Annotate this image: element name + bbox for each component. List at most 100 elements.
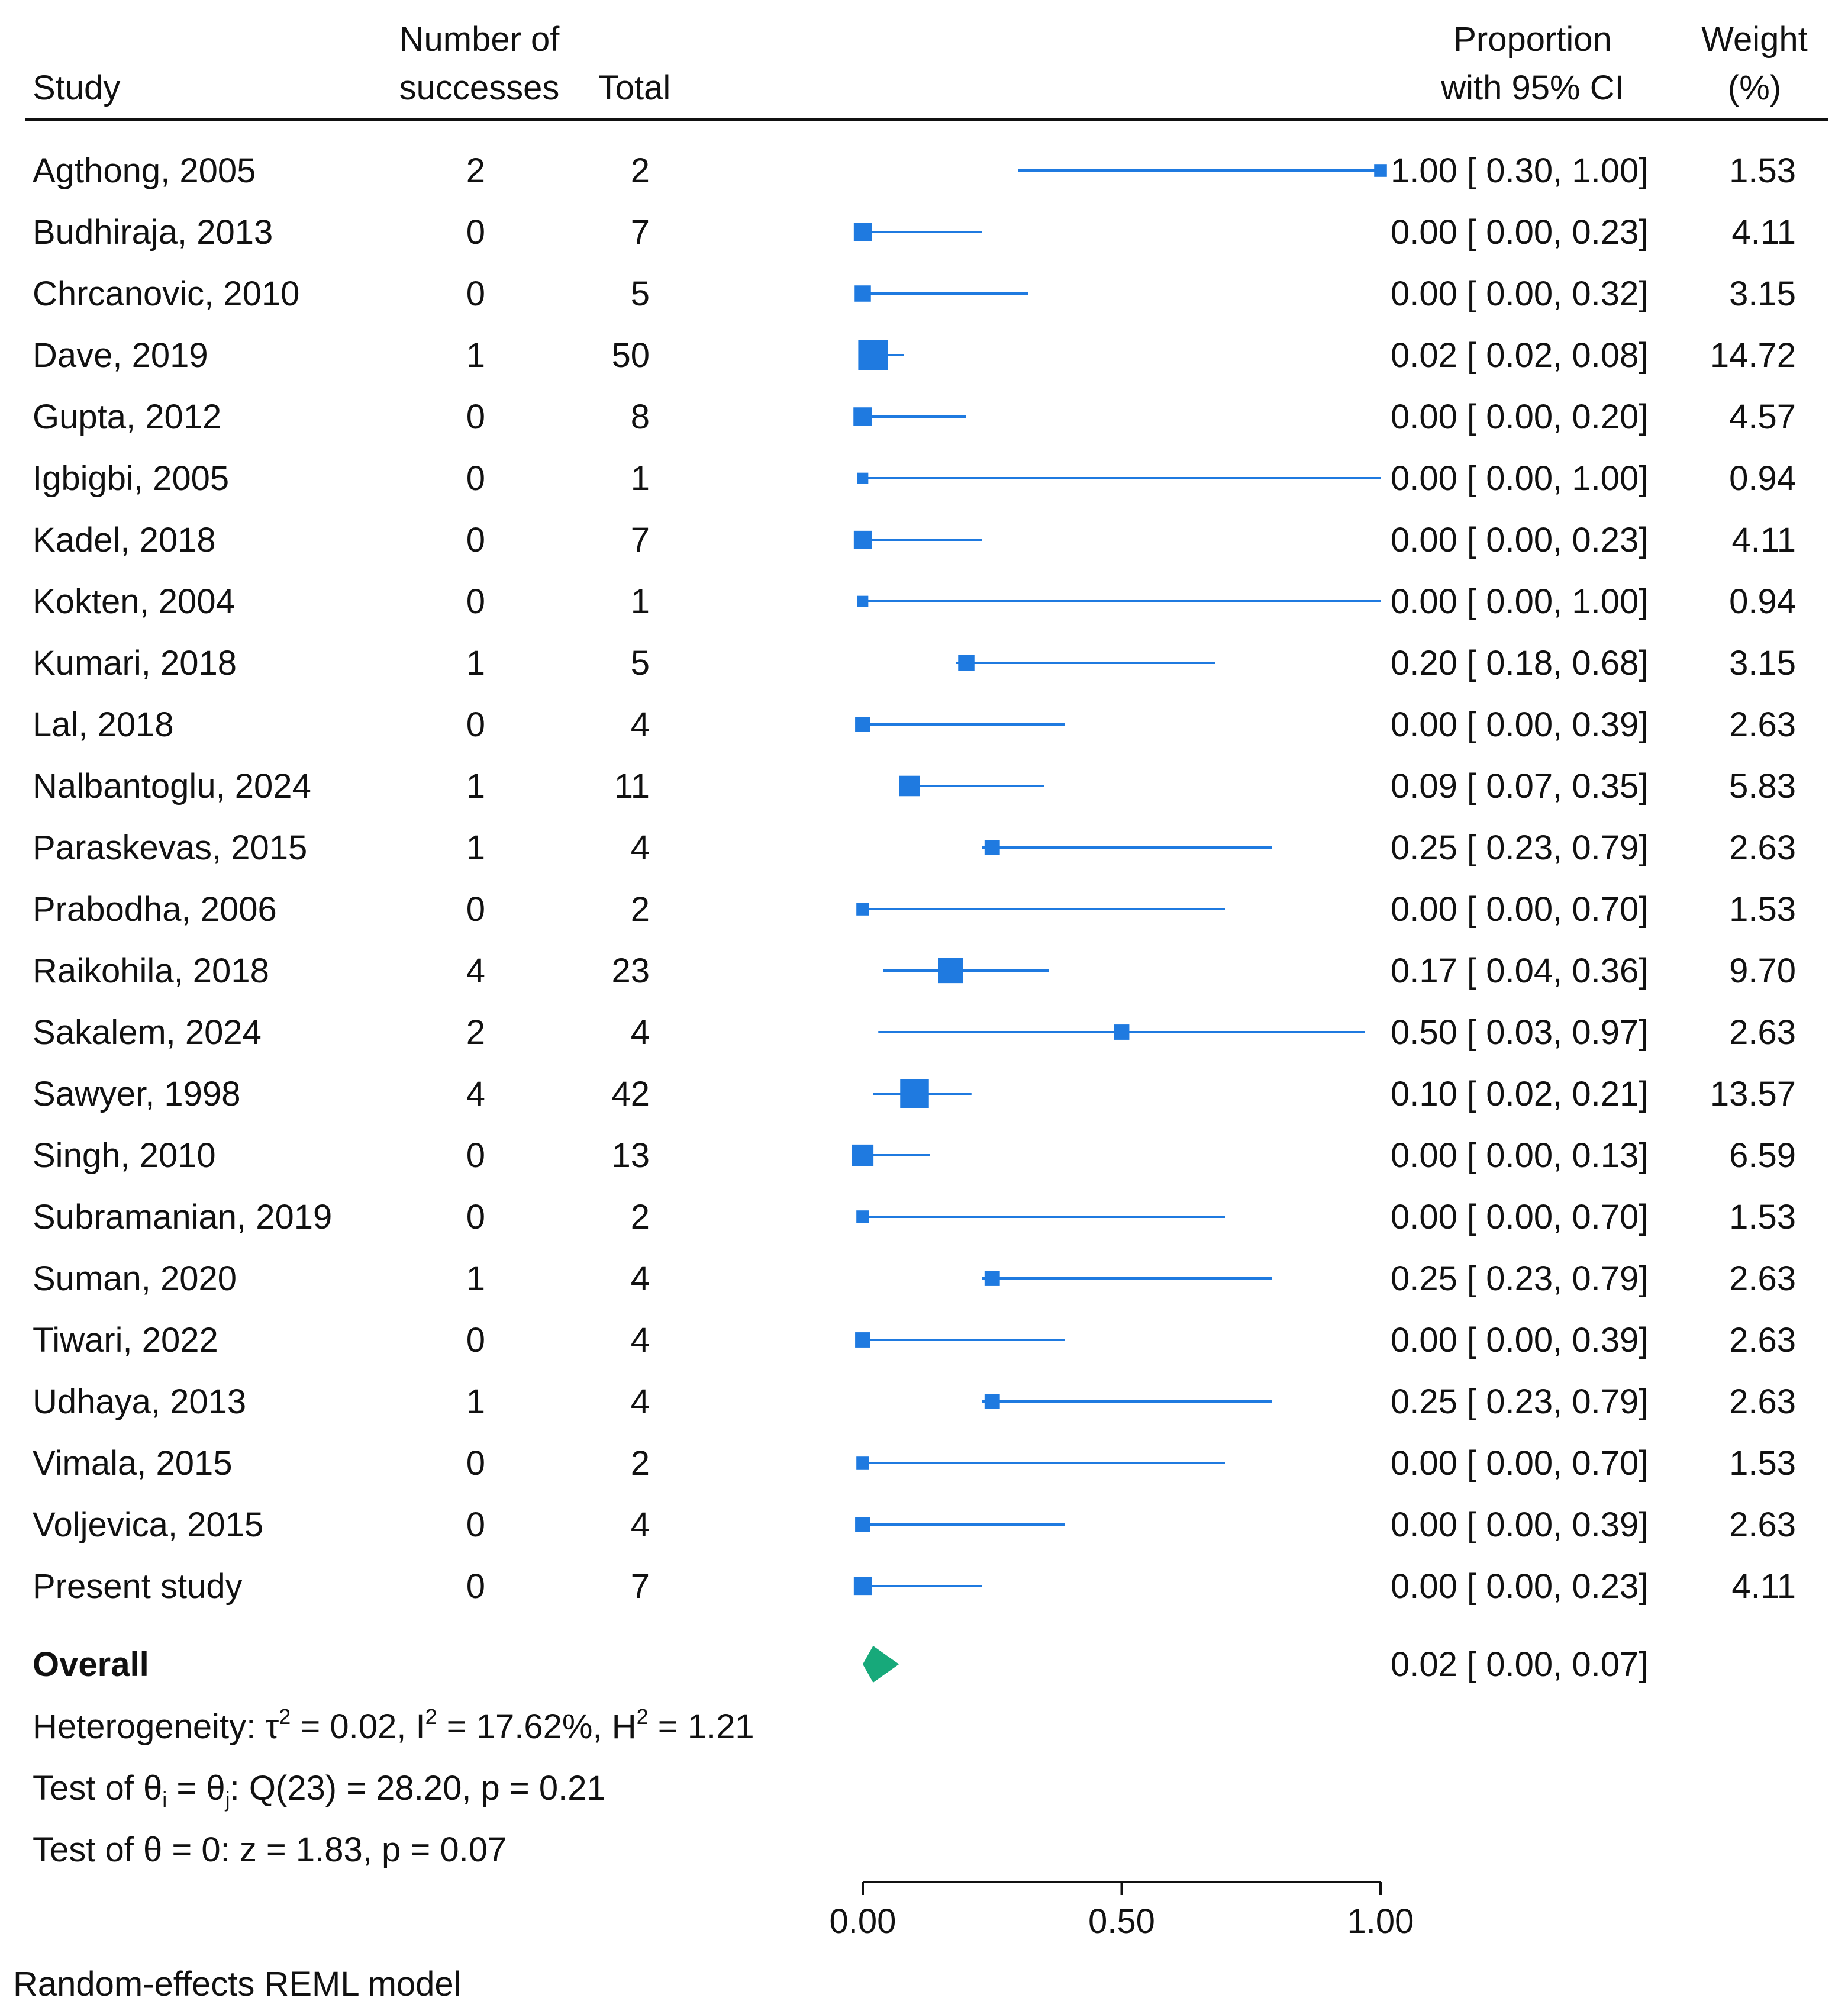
proportion-ci: 0.50 [ 0.03, 0.97]	[1391, 1013, 1648, 1052]
test-homogeneity-text: Test of θi = θj: Q(23) = 28.20, p = 0.21	[33, 1769, 606, 1812]
total-value: 5	[631, 275, 650, 313]
proportion-ci: 0.00 [ 0.00, 0.70]	[1391, 1198, 1648, 1236]
study-name: Agthong, 2005	[33, 152, 256, 190]
proportion-ci: 0.25 [ 0.23, 0.79]	[1391, 829, 1648, 867]
weight-value: 0.94	[1729, 582, 1796, 621]
estimate-marker	[853, 223, 872, 241]
total-value: 2	[631, 1198, 650, 1236]
proportion-ci: 0.25 [ 0.23, 0.79]	[1391, 1259, 1648, 1298]
table-row: Kokten, 2004 0 1 0.00 [ 0.00, 1.00] 0.94	[33, 582, 1796, 621]
weight-value: 2.63	[1729, 1259, 1796, 1298]
estimate-marker	[855, 1332, 870, 1348]
study-name: Raikohila, 2018	[33, 952, 269, 990]
proportion-ci: 0.00 [ 0.00, 0.39]	[1391, 1321, 1648, 1359]
total-value: 4	[631, 705, 650, 744]
estimate-marker	[1374, 164, 1387, 177]
table-row: Lal, 2018 0 4 0.00 [ 0.00, 0.39] 2.63	[33, 705, 1796, 744]
weight-value: 9.70	[1729, 952, 1796, 990]
weight-value: 1.53	[1729, 1198, 1796, 1236]
estimate-marker	[984, 1394, 1000, 1409]
table-row: Budhiraja, 2013 0 7 0.00 [ 0.00, 0.23] 4.11	[33, 213, 1796, 252]
axis-tick-label: 0.50	[1088, 1902, 1155, 1941]
total-value: 7	[631, 213, 650, 252]
weight-value: 2.63	[1729, 705, 1796, 744]
proportion-ci: 0.25 [ 0.23, 0.79]	[1391, 1383, 1648, 1421]
total-value: 1	[631, 582, 650, 621]
table-row: Igbigbi, 2005 0 1 0.00 [ 0.00, 1.00] 0.94	[33, 459, 1796, 498]
table-row: Udhaya, 2013 1 4 0.25 [ 0.23, 0.79] 2.63	[33, 1383, 1796, 1421]
header-study: Study	[33, 69, 120, 107]
study-name: Budhiraja, 2013	[33, 213, 273, 252]
weight-value: 5.83	[1729, 767, 1796, 805]
table-row: Voljevica, 2015 0 4 0.00 [ 0.00, 0.39] 2.63	[33, 1506, 1796, 1544]
weight-value: 14.72	[1710, 336, 1796, 375]
weight-value: 2.63	[1729, 1383, 1796, 1421]
proportion-ci: 0.00 [ 0.00, 1.00]	[1391, 459, 1648, 498]
table-row: Prabodha, 2006 0 2 0.00 [ 0.00, 0.70] 1.53	[33, 890, 1796, 929]
table-row: Singh, 2010 0 13 0.00 [ 0.00, 0.13] 6.59	[33, 1136, 1796, 1175]
total-value: 2	[631, 1444, 650, 1483]
table-row: Tiwari, 2022 0 4 0.00 [ 0.00, 0.39] 2.63	[33, 1321, 1796, 1359]
estimate-marker	[853, 530, 872, 549]
model-note: Random-effects REML model	[13, 1965, 462, 2003]
table-header: Study Number of successes Total Proporti…	[33, 20, 1808, 107]
total-value: 1	[631, 459, 650, 498]
weight-value: 6.59	[1729, 1136, 1796, 1175]
axis-tick-label: 1.00	[1347, 1902, 1414, 1941]
header-successes-line2: successes	[399, 69, 560, 107]
weight-value: 4.11	[1731, 1567, 1796, 1606]
weight-value: 2.63	[1729, 1013, 1796, 1052]
successes-value: 0	[466, 582, 485, 621]
header-successes-line1: Number of	[399, 20, 560, 59]
overall-row: Overall 0.02 [ 0.00, 0.07]	[33, 1645, 1648, 1684]
test-theta-zero-text: Test of θ = 0: z = 1.83, p = 0.07	[33, 1831, 507, 1869]
total-value: 4	[631, 1321, 650, 1359]
successes-value: 4	[466, 1075, 485, 1113]
total-value: 2	[631, 152, 650, 190]
successes-value: 0	[466, 1506, 485, 1544]
study-name: Voljevica, 2015	[33, 1506, 263, 1544]
proportion-ci: 0.00 [ 0.00, 0.70]	[1391, 1444, 1648, 1483]
successes-value: 1	[466, 1259, 485, 1298]
estimate-marker	[984, 840, 1000, 855]
successes-value: 0	[466, 398, 485, 436]
study-name: Sakalem, 2024	[33, 1013, 262, 1052]
weight-value: 1.53	[1729, 152, 1796, 190]
total-value: 13	[611, 1136, 650, 1175]
table-row: Kadel, 2018 0 7 0.00 [ 0.00, 0.23] 4.11	[33, 521, 1796, 559]
table-row: Kumari, 2018 1 5 0.20 [ 0.18, 0.68] 3.15	[33, 644, 1796, 682]
estimate-marker	[852, 1144, 874, 1166]
study-rows: Agthong, 2005 2 2 1.00 [ 0.30, 1.00] 1.53 Bud…	[33, 152, 1796, 1606]
table-row: Gupta, 2012 0 8 0.00 [ 0.00, 0.20] 4.57	[33, 398, 1796, 436]
proportion-ci: 0.00 [ 0.00, 0.13]	[1391, 1136, 1648, 1175]
weight-value: 13.57	[1710, 1075, 1796, 1113]
estimate-marker	[853, 1577, 872, 1596]
successes-value: 0	[466, 213, 485, 252]
weight-value: 3.15	[1729, 644, 1796, 682]
study-name: Nalbantoglu, 2024	[33, 767, 311, 805]
proportion-ci: 0.00 [ 0.00, 0.39]	[1391, 705, 1648, 744]
x-axis: 0.00 0.50 1.00	[830, 1881, 1414, 1941]
study-name: Kadel, 2018	[33, 521, 216, 559]
total-value: 4	[631, 1013, 650, 1052]
study-name: Kokten, 2004	[33, 582, 235, 621]
estimate-marker	[856, 1456, 869, 1470]
table-row: Chrcanovic, 2010 0 5 0.00 [ 0.00, 0.32] 3.15	[33, 275, 1796, 313]
header-proportion-line2: with 95% CI	[1440, 69, 1624, 107]
study-name: Paraskevas, 2015	[33, 829, 307, 867]
weight-value: 2.63	[1729, 1321, 1796, 1359]
weight-value: 1.53	[1729, 890, 1796, 929]
table-row: Raikohila, 2018 4 23 0.17 [ 0.04, 0.36] 9.70	[33, 952, 1796, 990]
successes-value: 0	[466, 275, 485, 313]
table-row: Present study 0 7 0.00 [ 0.00, 0.23] 4.11	[33, 1567, 1796, 1606]
study-name: Suman, 2020	[33, 1259, 237, 1298]
proportion-ci: 0.10 [ 0.02, 0.21]	[1391, 1075, 1648, 1113]
proportion-ci: 0.20 [ 0.18, 0.68]	[1391, 644, 1648, 682]
successes-value: 1	[466, 644, 485, 682]
table-row: Dave, 2019 1 50 0.02 [ 0.02, 0.08] 14.72	[33, 336, 1796, 375]
study-name: Vimala, 2015	[33, 1444, 233, 1483]
proportion-ci: 1.00 [ 0.30, 1.00]	[1391, 152, 1648, 190]
successes-value: 0	[466, 1198, 485, 1236]
overall-label: Overall	[33, 1645, 149, 1684]
